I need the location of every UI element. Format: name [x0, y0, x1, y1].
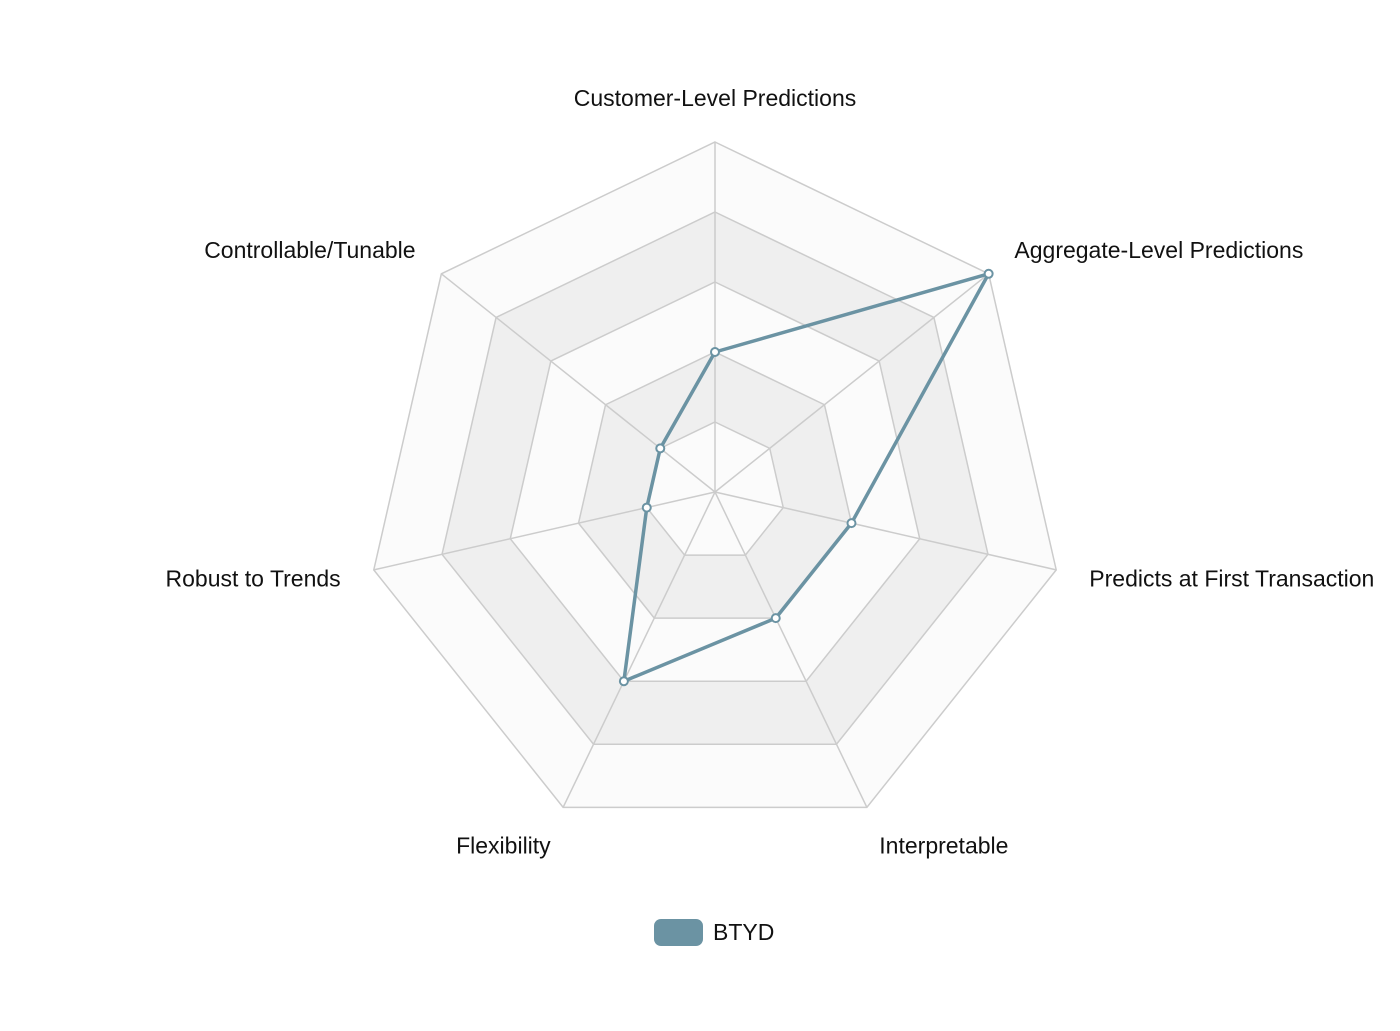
grid-spoke-2: [714, 273, 990, 493]
data-point-5[interactable]: [618, 676, 629, 687]
axis-label-3: Predicts at First Transaction: [1089, 565, 1374, 591]
legend-label-btyd[interactable]: BTYD: [713, 919, 774, 945]
axis-label-4: Interpretable: [879, 833, 1008, 859]
grid-spoke-5: [562, 491, 716, 808]
legend-swatch-btyd[interactable]: [654, 919, 703, 946]
axis-label-1: Customer-Level Predictions: [574, 85, 857, 111]
data-point-2[interactable]: [983, 268, 994, 279]
axis-labels: Customer-Level Predictions Aggregate-Leve…: [166, 85, 1375, 859]
axis-label-6: Robust to Trends: [166, 565, 341, 591]
data-point-4[interactable]: [770, 613, 781, 624]
axis-label-7: Controllable/Tunable: [204, 237, 415, 263]
grid-spoke-7: [440, 273, 716, 493]
legend[interactable]: BTYD: [654, 919, 774, 946]
grid-spoke-3: [714, 491, 1057, 571]
grid-spokes: [373, 142, 1057, 808]
series-layer: [618, 268, 994, 687]
axis-label-2: Aggregate-Level Predictions: [1014, 237, 1303, 263]
series-line-1: [622, 272, 991, 683]
grid-spoke-6: [373, 491, 716, 571]
data-point-6[interactable]: [641, 502, 652, 513]
data-point-7[interactable]: [655, 443, 666, 454]
data-point-1[interactable]: [710, 347, 720, 357]
data-point-3[interactable]: [846, 518, 857, 529]
grid-spoke-4: [714, 491, 868, 808]
axis-label-5: Flexibility: [456, 833, 551, 859]
